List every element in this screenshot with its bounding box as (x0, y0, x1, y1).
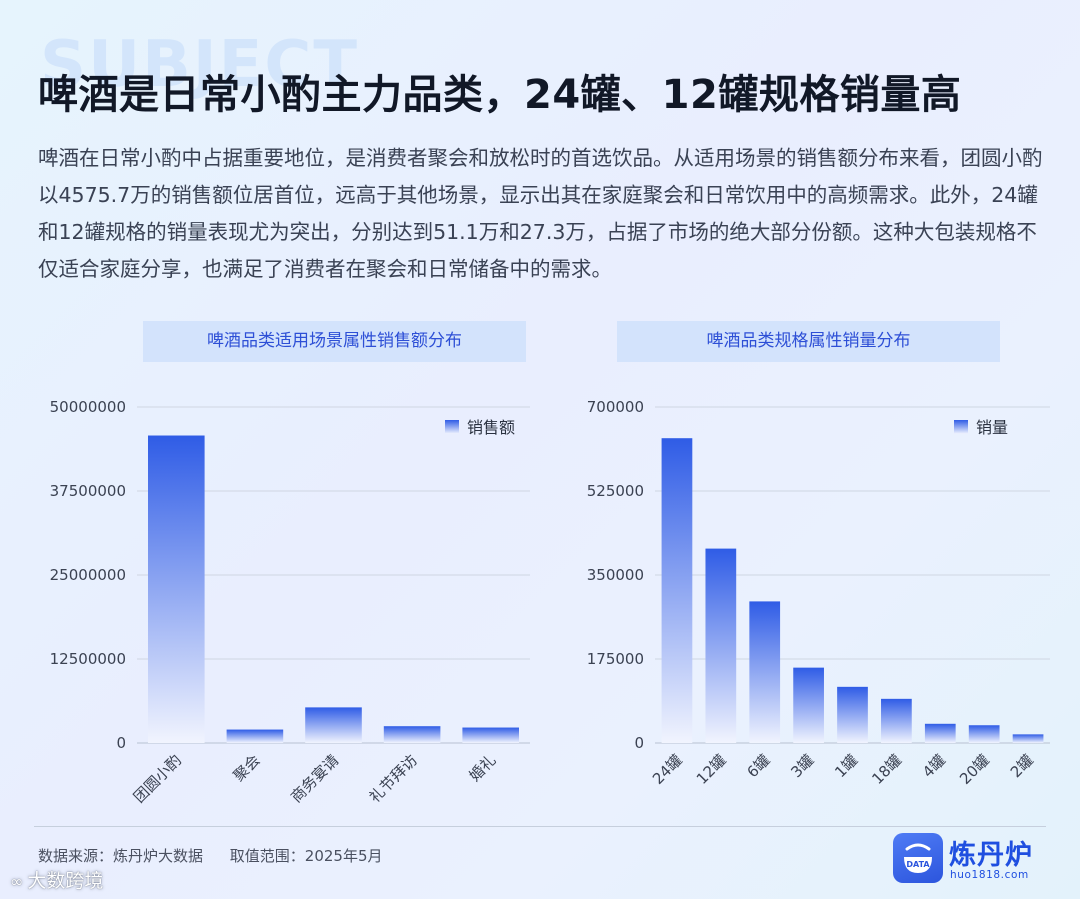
x-category-label: 1罐 (831, 751, 861, 781)
x-category-label: 团圆小酌 (130, 751, 185, 806)
legend-label: 销量 (976, 418, 1008, 437)
x-category-label: 12罐 (693, 751, 730, 788)
y-tick-label: 350000 (587, 566, 644, 584)
x-category-label: 3罐 (787, 751, 817, 781)
logo-badge-text: DATA (906, 860, 930, 869)
chart-spec-volume: 0 175000 350000 525000 700000 24罐 12罐 6罐 3罐 1罐 18罐… (587, 398, 1050, 788)
bar (968, 725, 1000, 743)
y-tick-label: 50000000 (50, 398, 126, 416)
y-tick-label: 525000 (587, 482, 644, 500)
x-category-label: 礼节拜访 (366, 751, 421, 806)
footer-range: 取值范围：2025年5月 (229, 847, 383, 865)
bar (226, 729, 284, 743)
bar (1012, 734, 1044, 743)
bar (148, 435, 205, 743)
bar (383, 726, 441, 743)
legend-label: 销售额 (467, 418, 515, 437)
x-category-label: 4罐 (919, 751, 949, 781)
bar (793, 667, 824, 743)
chart-scene-sales: 0 12500000 25000000 37500000 50000000 团圆小酌 聚会商… (50, 398, 530, 806)
bar (837, 686, 868, 743)
background-watermark: SUBJECT (40, 28, 359, 102)
footer-source: 数据来源：炼丹炉大数据 (38, 847, 204, 865)
x-category-label: 商务宴请 (287, 751, 342, 806)
x-category-label: 24罐 (649, 751, 686, 788)
bar (305, 707, 362, 743)
chart-title-scene: 啤酒品类适用场景属性销售额分布 (143, 321, 526, 362)
y-tick-label: 0 (116, 734, 126, 752)
y-tick-label: 12500000 (50, 650, 126, 668)
bar (924, 723, 956, 743)
page-description: 啤酒在日常小酌中占据重要地位，是消费者聚会和放松时的首选饮品。从适用场景的销售额… (38, 146, 1043, 281)
logo-url: huo1818.com (950, 869, 1029, 881)
bar (749, 601, 781, 743)
legend-swatch (954, 420, 968, 434)
x-category-label: 6罐 (743, 751, 773, 781)
footer: 数据来源：炼丹炉大数据 取值范围：2025年5月 (38, 845, 383, 866)
infinity-icon: ∞ (10, 872, 24, 891)
bar (705, 548, 737, 743)
y-tick-label: 0 (634, 734, 644, 752)
bar (462, 727, 519, 743)
y-tick-label: 175000 (587, 650, 644, 668)
logo-name: 炼丹炉 (949, 840, 1033, 871)
page-title: 啤酒是日常小酌主力品类，24罐、12罐规格销量高 (38, 72, 962, 118)
footer-divider (34, 826, 1046, 827)
corner-watermark-text: 大数跨境 (27, 870, 104, 892)
y-tick-label: 700000 (587, 398, 644, 416)
x-category-label: 18罐 (868, 751, 905, 788)
brand-logo: DATA 炼丹炉 huo1818.com (893, 833, 1053, 887)
bar (661, 438, 693, 743)
logo-icon: DATA (893, 833, 943, 883)
x-category-label: 婚礼 (466, 751, 500, 785)
x-category-label: 20罐 (956, 751, 993, 788)
chart-title-spec: 啤酒品类规格属性销量分布 (617, 321, 1000, 362)
x-category-label: 2罐 (1007, 751, 1037, 781)
y-tick-label: 37500000 (50, 482, 126, 500)
corner-watermark: ∞ 大数跨境 (10, 866, 103, 893)
bar (881, 698, 912, 743)
y-tick-label: 25000000 (50, 566, 126, 584)
legend-swatch (445, 420, 459, 434)
x-category-label: 聚会 (230, 751, 264, 785)
